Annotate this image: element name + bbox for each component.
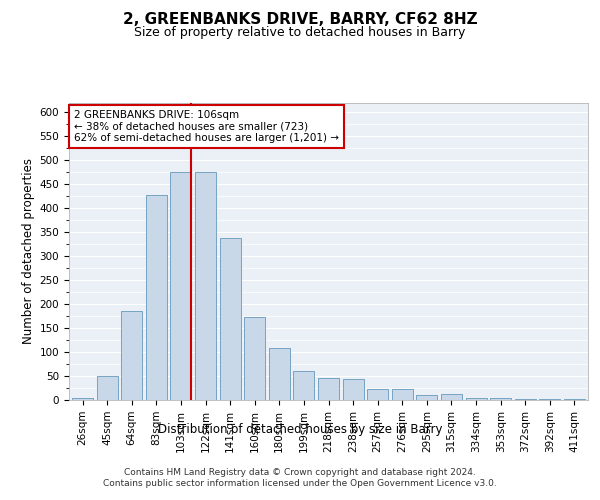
Text: Distribution of detached houses by size in Barry: Distribution of detached houses by size …	[158, 422, 442, 436]
Text: Size of property relative to detached houses in Barry: Size of property relative to detached ho…	[134, 26, 466, 39]
Bar	[269, 348, 290, 400]
Bar	[293, 371, 314, 400]
Bar	[121, 311, 142, 400]
Bar	[392, 390, 413, 400]
Bar	[244, 318, 265, 400]
Bar	[146, 194, 167, 400]
Bar	[441, 394, 462, 400]
Bar	[490, 398, 511, 400]
Bar	[539, 399, 560, 400]
Bar	[564, 399, 585, 400]
Text: Contains HM Land Registry data © Crown copyright and database right 2024.
Contai: Contains HM Land Registry data © Crown c…	[103, 468, 497, 487]
Bar	[466, 398, 487, 400]
Bar	[367, 390, 388, 400]
Bar	[170, 172, 191, 400]
Bar	[416, 395, 437, 400]
Bar	[318, 378, 339, 400]
Text: 2, GREENBANKS DRIVE, BARRY, CF62 8HZ: 2, GREENBANKS DRIVE, BARRY, CF62 8HZ	[122, 12, 478, 28]
Bar	[515, 398, 536, 400]
Bar	[97, 376, 118, 400]
Text: 2 GREENBANKS DRIVE: 106sqm
← 38% of detached houses are smaller (723)
62% of sem: 2 GREENBANKS DRIVE: 106sqm ← 38% of deta…	[74, 110, 339, 143]
Y-axis label: Number of detached properties: Number of detached properties	[22, 158, 35, 344]
Bar	[72, 398, 93, 400]
Bar	[220, 238, 241, 400]
Bar	[195, 172, 216, 400]
Bar	[343, 380, 364, 400]
